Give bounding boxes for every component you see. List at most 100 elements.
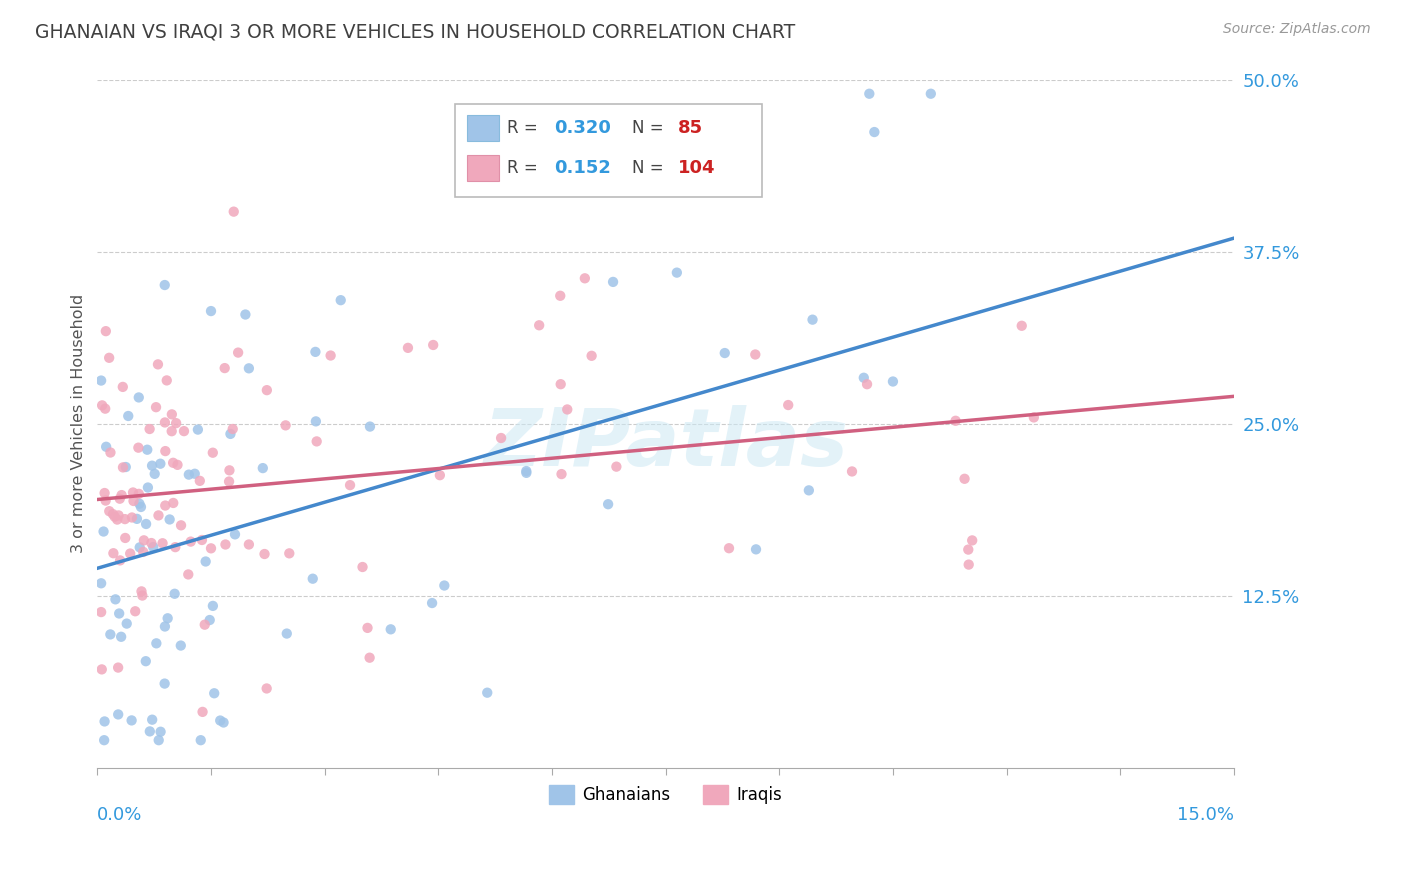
Point [120,547,142,561]
Point [114,460,136,475]
Point [131,589,153,603]
Point [141,713,163,727]
Point [166,458,188,472]
Point [138,422,160,436]
Point [219,426,242,441]
Point [218,475,240,489]
Point [190,733,212,747]
Point [256,681,278,696]
Point [114,531,136,545]
Point [131,584,153,599]
Point [198,613,221,627]
Point [238,537,260,551]
Point [124,604,146,618]
Point [132,545,155,559]
Point [953,472,976,486]
Point [202,686,225,700]
Point [422,338,444,352]
Point [602,275,624,289]
Point [104,509,127,524]
Point [235,308,257,322]
Point [665,266,688,280]
Point [155,499,177,513]
Point [319,349,342,363]
Point [253,547,276,561]
Point [194,554,217,568]
Text: GHANAIAN VS IRAQI 3 OR MORE VEHICLES IN HOUSEHOLD CORRELATION CHART: GHANAIAN VS IRAQI 3 OR MORE VEHICLES IN … [35,22,796,41]
Point [128,391,150,405]
Point [93,714,115,729]
Point [194,617,217,632]
Legend: Ghanaians, Iraqis: Ghanaians, Iraqis [543,779,789,811]
Point [778,398,800,412]
Point [105,512,128,526]
Point [100,445,122,459]
Bar [467,115,499,141]
Point [132,533,155,548]
Point [149,457,172,471]
Point [222,204,245,219]
Point [142,540,165,554]
Text: N =: N = [631,120,668,137]
Point [305,414,328,428]
Point [90,605,112,619]
Text: ZIPatlas: ZIPatlas [484,406,848,483]
Point [111,380,134,394]
Point [156,611,179,625]
Point [555,402,578,417]
Point [550,467,572,481]
Point [136,442,159,457]
Point [162,496,184,510]
Point [548,289,571,303]
Point [218,463,240,477]
Point [115,616,138,631]
Point [111,460,134,475]
Point [605,459,627,474]
Point [110,630,132,644]
Point [797,483,820,498]
Point [107,660,129,674]
Point [201,599,224,613]
Point [165,416,187,430]
Point [160,424,183,438]
Point [98,627,121,641]
Text: 0.152: 0.152 [554,159,612,177]
Point [574,271,596,285]
Point [163,587,186,601]
Text: 104: 104 [678,159,716,177]
Point [128,497,150,511]
Point [380,623,402,637]
Point [209,714,232,728]
Point [94,440,117,454]
Point [98,504,121,518]
Point [145,636,167,650]
Point [91,398,114,412]
Point [141,458,163,473]
Point [745,542,768,557]
Point [359,650,381,665]
Point [153,676,176,690]
Point [224,527,246,541]
Point [170,639,193,653]
Point [305,434,328,449]
Point [170,518,193,533]
Point [117,409,139,423]
Point [146,357,169,371]
Point [276,626,298,640]
Point [98,351,121,365]
Point [104,592,127,607]
Point [396,341,419,355]
Point [93,486,115,500]
Point [945,414,967,428]
Point [125,512,148,526]
Point [278,546,301,560]
Bar [467,155,499,181]
Point [188,474,211,488]
Point [135,516,157,531]
Point [107,707,129,722]
Point [153,619,176,633]
Point [114,512,136,526]
Point [143,467,166,481]
Point [141,536,163,550]
Point [93,733,115,747]
